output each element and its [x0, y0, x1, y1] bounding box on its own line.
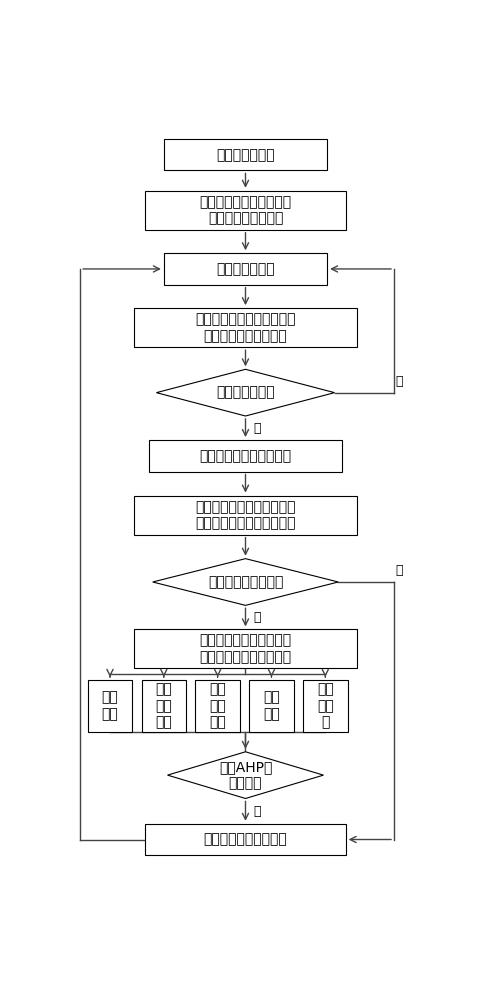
Text: 读取第一帧图像: 读取第一帧图像 — [216, 148, 275, 162]
Bar — [149, 440, 342, 472]
Text: 运用改进的选择性背景更新
模型进行运动目标检测: 运用改进的选择性背景更新 模型进行运动目标检测 — [195, 312, 296, 343]
Text: 读取一帧新图像: 读取一帧新图像 — [216, 262, 275, 276]
Text: 对运动目标进行颜色检测: 对运动目标进行颜色检测 — [199, 449, 292, 463]
Polygon shape — [153, 559, 338, 605]
Text: 圆形
度特
征: 圆形 度特 征 — [317, 682, 334, 729]
Bar — [164, 253, 327, 285]
Bar — [134, 629, 357, 668]
Bar — [142, 680, 186, 732]
Text: 对火焰颜色区域进行腐蚀膨
胀并标记获取火焰候选区域: 对火焰颜色区域进行腐蚀膨 胀并标记获取火焰候选区域 — [195, 500, 296, 530]
Bar — [195, 680, 240, 732]
Bar — [134, 308, 357, 347]
Bar — [303, 680, 348, 732]
Text: 是: 是 — [253, 805, 261, 818]
Text: 初始化选择性背景更新模
型，设置像素累加器: 初始化选择性背景更新模 型，设置像素累加器 — [199, 195, 292, 226]
Text: 存在火焰候选区域？: 存在火焰候选区域？ — [208, 575, 283, 589]
Text: 识别为火焰并发出警报: 识别为火焰并发出警报 — [204, 833, 287, 847]
Polygon shape — [156, 369, 334, 416]
Text: 面积
增长
特征: 面积 增长 特征 — [156, 682, 172, 729]
Bar — [88, 680, 132, 732]
Text: 否: 否 — [396, 564, 403, 577]
Polygon shape — [168, 752, 323, 798]
Text: 整体
移动
特征: 整体 移动 特征 — [209, 682, 226, 729]
Text: 是: 是 — [253, 422, 261, 434]
Text: 基于AHP的
融合判断: 基于AHP的 融合判断 — [219, 760, 272, 791]
Bar — [145, 824, 346, 855]
Text: 尖角
特征: 尖角 特征 — [263, 690, 280, 721]
Bar — [164, 139, 327, 170]
Text: 存在运动目标？: 存在运动目标？ — [216, 386, 275, 400]
Bar — [249, 680, 294, 732]
Bar — [145, 191, 346, 230]
Text: 否: 否 — [396, 375, 403, 388]
Text: 频闪
特征: 频闪 特征 — [102, 690, 118, 721]
Text: 初步判断为火焰，并进一
步提取火焰图像特征信息: 初步判断为火焰，并进一 步提取火焰图像特征信息 — [199, 634, 292, 664]
Bar — [134, 496, 357, 535]
Text: 是: 是 — [253, 611, 261, 624]
